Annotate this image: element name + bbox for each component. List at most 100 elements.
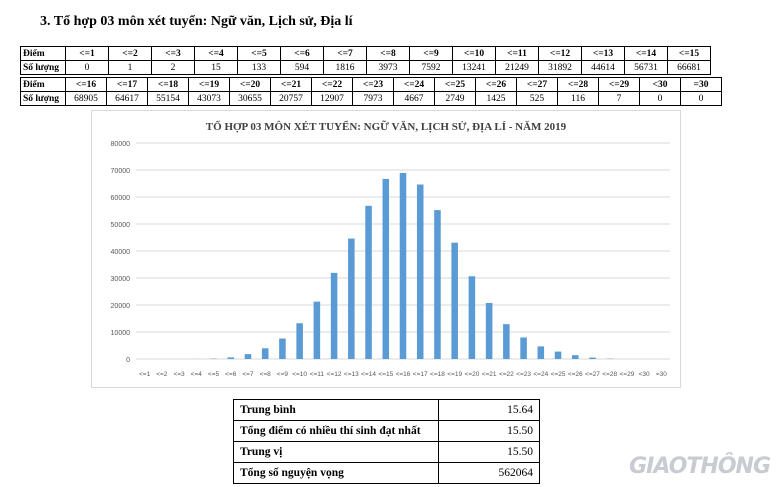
summary-value: 562064 — [438, 462, 540, 484]
score-distribution-table-2: Điểm <=16 <=17 <=18 <=19 <=20 <=21 <=22 <=23 <=24… — [20, 77, 722, 106]
count-cell: 56731 — [624, 60, 668, 75]
x-tick-label: <=20 — [464, 371, 479, 378]
score-cell: <=1 — [65, 46, 109, 61]
bar — [468, 276, 476, 359]
count-cell: 594 — [280, 60, 324, 75]
score-cell: <=16 — [65, 77, 107, 92]
y-tick-label: 60000 — [111, 195, 131, 202]
score-cell: <=18 — [147, 77, 189, 92]
count-cell: 133 — [237, 60, 281, 75]
count-cell: 1 — [108, 60, 152, 75]
x-tick-label: <=11 — [310, 371, 325, 378]
y-tick-label: 80000 — [111, 141, 131, 148]
bar — [227, 357, 235, 359]
score-cell: <=9 — [409, 46, 453, 61]
count-cell: 116 — [557, 91, 599, 106]
bar — [365, 205, 372, 359]
bar — [399, 172, 407, 359]
x-tick-label: <=19 — [447, 371, 462, 378]
summary-row: Tổng số nguyện vọng 562064 — [233, 462, 540, 484]
count-cell: 525 — [516, 91, 558, 106]
x-tick-label: <=6 — [225, 371, 237, 378]
y-tick-label: 10000 — [111, 330, 131, 337]
count-cell: 13241 — [452, 60, 496, 75]
bar — [382, 178, 390, 359]
bar — [589, 357, 596, 359]
x-tick-label: <=16 — [396, 371, 411, 378]
y-tick-label: 40000 — [111, 249, 131, 256]
x-tick-label: <=12 — [327, 371, 342, 378]
count-cell: 4667 — [393, 91, 435, 106]
count-cell: 55154 — [147, 91, 189, 106]
chart-container: TỔ HỢP 03 MÔN XÉT TUYỂN: NGỮ VĂN, LỊCH S… — [91, 110, 681, 388]
summary-label: Tổng điểm có nhiều thí sinh đạt nhất — [233, 420, 439, 442]
count-cell: 1816 — [323, 60, 367, 75]
count-cell: 12907 — [311, 91, 353, 106]
x-tick-label: <=4 — [191, 371, 203, 378]
score-row-label: Điểm — [20, 77, 66, 92]
summary-row: Trung bình 15.64 — [233, 399, 540, 421]
count-cell: 30655 — [229, 91, 271, 106]
score-cell: <=10 — [452, 46, 496, 61]
count-cell: 2749 — [434, 91, 476, 106]
bar — [434, 210, 441, 359]
section-heading: 3. Tổ hợp 03 môn xét tuyển: Ngữ văn, Lịc… — [40, 14, 353, 29]
score-cell: <=24 — [393, 77, 435, 92]
count-cell: 2 — [151, 60, 195, 75]
x-tick-label: <=17 — [413, 371, 428, 378]
bar — [279, 338, 286, 359]
x-tick-label: =30 — [656, 371, 667, 378]
summary-label: Tổng số nguyện vọng — [233, 462, 439, 484]
x-tick-label: <30 — [639, 371, 650, 378]
count-cell: 21249 — [495, 60, 539, 75]
score-cell: <=22 — [311, 77, 353, 92]
bar — [348, 238, 355, 359]
count-cell: 43073 — [188, 91, 230, 106]
bar — [485, 302, 493, 359]
bar — [416, 184, 424, 359]
count-cell: 0 — [680, 91, 722, 106]
score-cell: <=21 — [270, 77, 312, 92]
y-tick-label: 50000 — [111, 222, 131, 229]
bar — [313, 301, 321, 359]
bar — [503, 324, 510, 359]
bar — [261, 348, 269, 359]
bar — [296, 323, 303, 359]
score-cell: <=13 — [581, 46, 625, 61]
bar — [451, 242, 458, 359]
x-tick-label: <=22 — [499, 371, 514, 378]
count-cell: 20757 — [270, 91, 312, 106]
x-tick-label: <=28 — [602, 371, 617, 378]
count-row-label: Số lượng — [20, 60, 66, 75]
bar-chart: 0 10000 20000 30000 40000 50000 60000 70000 8000… — [111, 141, 670, 378]
x-tick-label: <=25 — [551, 371, 566, 378]
count-cell: 3973 — [366, 60, 410, 75]
score-cell: =30 — [680, 77, 722, 92]
score-cell: <=5 — [237, 46, 281, 61]
summary-value: 15.64 — [438, 399, 540, 421]
bar — [537, 346, 545, 359]
y-tick-label: 20000 — [111, 303, 131, 310]
count-cell: 31892 — [538, 60, 582, 75]
x-tick-label: <=14 — [361, 371, 376, 378]
x-tick-label: <=8 — [260, 371, 272, 378]
x-tick-label: <=13 — [344, 371, 359, 378]
count-cell: 7 — [598, 91, 640, 106]
summary-value: 15.50 — [438, 441, 540, 463]
bar — [520, 337, 527, 359]
summary-value: 15.50 — [438, 420, 540, 442]
x-tick-label: <=2 — [156, 371, 168, 378]
y-tick-label: 0 — [126, 357, 130, 364]
score-cell: <=6 — [280, 46, 324, 61]
x-tick-label: <=3 — [173, 371, 185, 378]
score-cell: <=3 — [151, 46, 195, 61]
score-cell: <=20 — [229, 77, 271, 92]
score-cell: <=11 — [495, 46, 539, 61]
chart-title: TỔ HỢP 03 MÔN XÉT TUYỂN: NGỮ VĂN, LỊCH S… — [205, 121, 567, 133]
score-cell: <=4 — [194, 46, 238, 61]
score-cell: <=14 — [624, 46, 668, 61]
y-tick-label: 70000 — [111, 168, 131, 175]
x-tick-label: <=9 — [277, 371, 289, 378]
score-cell: <=17 — [106, 77, 148, 92]
x-tick-label: <=5 — [208, 371, 220, 378]
